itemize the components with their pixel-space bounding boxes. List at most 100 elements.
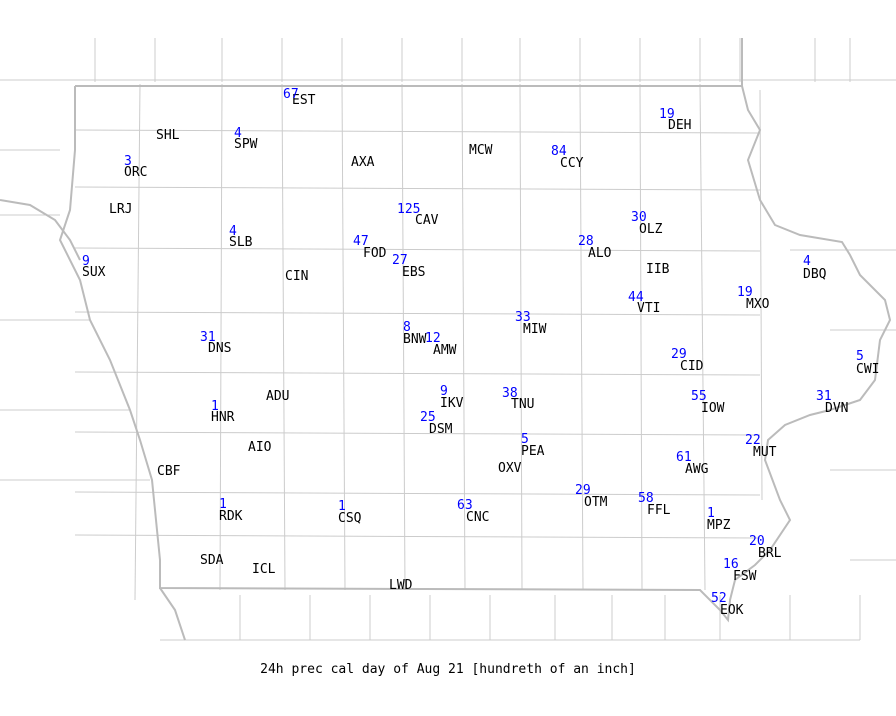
station-label-cav: CAV xyxy=(415,213,439,228)
county-line xyxy=(74,247,761,252)
precip-value-fsw: 16 xyxy=(723,557,739,572)
precip-value-iow: 55 xyxy=(691,389,707,404)
station-label-cwi: CWI xyxy=(856,362,880,377)
station-label-mxo: MXO xyxy=(746,297,770,312)
station-label-ikv: IKV xyxy=(440,396,464,411)
station-label-dsm: DSM xyxy=(429,422,453,437)
precip-value-mxo: 19 xyxy=(737,285,753,300)
station-label-fod: FOD xyxy=(363,246,387,261)
precip-value-alo: 28 xyxy=(578,234,594,249)
state-border-south xyxy=(159,587,186,641)
station-label-ebs: EBS xyxy=(402,265,426,280)
station-label-spw: SPW xyxy=(234,137,258,152)
station-label-rdk: RDK xyxy=(219,509,243,524)
county-line xyxy=(74,371,761,376)
station-label-olz: OLZ xyxy=(639,222,663,237)
county-line xyxy=(281,83,286,591)
precip-value-miw: 33 xyxy=(515,310,531,325)
county-line xyxy=(74,491,761,496)
precip-value-tnu: 38 xyxy=(502,386,518,401)
precip-value-mut: 22 xyxy=(745,433,761,448)
precip-value-ccy: 84 xyxy=(551,144,567,159)
station-label-deh: DEH xyxy=(668,118,692,133)
precip-value-otm: 29 xyxy=(575,483,591,498)
precip-value-est: 67 xyxy=(283,87,299,102)
precip-value-brl: 20 xyxy=(749,534,765,549)
precip-value-cwi: 5 xyxy=(856,349,864,364)
precip-value-vti: 44 xyxy=(628,290,644,305)
station-label-eok: EOK xyxy=(720,603,744,618)
station-label-lwd: LWD xyxy=(389,578,413,593)
iowa-state-border xyxy=(58,85,892,623)
precip-value-deh: 19 xyxy=(659,107,675,122)
precip-value-dvn: 31 xyxy=(816,389,832,404)
station-label-iow: IOW xyxy=(701,401,725,416)
station-label-csq: CSQ xyxy=(338,511,362,526)
station-label-est: EST xyxy=(292,93,316,108)
station-label-pea: PEA xyxy=(521,444,545,459)
station-label-amw: AMW xyxy=(433,343,457,358)
precip-value-mpz: 1 xyxy=(707,506,715,521)
precip-value-dbq: 4 xyxy=(803,254,811,269)
station-label-vti: VTI xyxy=(637,301,661,316)
county-line xyxy=(519,83,523,591)
station-label-orc: ORC xyxy=(124,165,148,180)
precip-value-ikv: 9 xyxy=(440,384,448,399)
station-label-mut: MUT xyxy=(753,445,777,460)
precip-value-orc: 3 xyxy=(124,154,132,169)
station-label-cbf: CBF xyxy=(157,464,181,479)
county-line xyxy=(639,83,643,591)
station-label-cnc: CNC xyxy=(466,510,490,525)
precip-value-spw: 4 xyxy=(234,126,242,141)
station-label-otm: OTM xyxy=(584,495,608,510)
precip-value-cid: 29 xyxy=(671,347,687,362)
station-label-ccy: CCY xyxy=(560,156,584,171)
county-line xyxy=(401,83,406,591)
precip-value-slb: 4 xyxy=(229,224,237,239)
station-label-awg: AWG xyxy=(685,462,709,477)
station-label-oxv: OXV xyxy=(498,461,522,476)
county-line xyxy=(341,83,346,591)
station-label-hnr: HNR xyxy=(211,410,235,425)
county-line xyxy=(74,534,761,539)
county-line xyxy=(219,83,223,591)
precip-value-pea: 5 xyxy=(521,432,529,447)
precip-value-cnc: 63 xyxy=(457,498,473,513)
station-label-dbq: DBQ xyxy=(803,267,827,282)
station-label-axa: AXA xyxy=(351,155,375,170)
precip-value-dns: 31 xyxy=(200,330,216,345)
precip-value-ebs: 27 xyxy=(392,253,408,268)
station-label-shl: SHL xyxy=(156,128,180,143)
station-label-miw: MIW xyxy=(523,322,547,337)
station-label-mcw: MCW xyxy=(469,143,493,158)
station-label-dvn: DVN xyxy=(825,401,849,416)
precip-value-eok: 52 xyxy=(711,591,727,606)
precip-value-olz: 30 xyxy=(631,210,647,225)
precip-value-ffl: 58 xyxy=(638,491,654,506)
station-label-aio: AIO xyxy=(248,440,272,455)
precip-value-rdk: 1 xyxy=(219,497,227,512)
station-label-ffl: FFL xyxy=(647,503,671,518)
station-label-tnu: TNU xyxy=(511,397,535,412)
precip-value-sux: 9 xyxy=(82,254,90,269)
map-title: 24h prec cal day of Aug 21 [hundreth of … xyxy=(260,662,636,677)
station-label-sda: SDA xyxy=(200,553,224,568)
station-label-bnw: BNW xyxy=(403,332,427,347)
county-line xyxy=(74,311,761,316)
precip-value-awg: 61 xyxy=(676,450,692,465)
precip-value-amw: 12 xyxy=(425,331,441,346)
station-label-cid: CID xyxy=(680,359,704,374)
station-label-sux: SUX xyxy=(82,265,106,280)
county-line xyxy=(134,83,141,601)
station-label-mpz: MPZ xyxy=(707,518,731,533)
station-label-fsw: FSW xyxy=(733,569,757,584)
station-label-lrj: LRJ xyxy=(109,202,133,217)
station-label-icl: ICL xyxy=(252,562,276,577)
precip-value-cav: 125 xyxy=(397,202,421,217)
precip-value-csq: 1 xyxy=(338,499,346,514)
county-line xyxy=(74,431,761,436)
precip-value-fod: 47 xyxy=(353,234,369,249)
county-line xyxy=(699,83,706,591)
